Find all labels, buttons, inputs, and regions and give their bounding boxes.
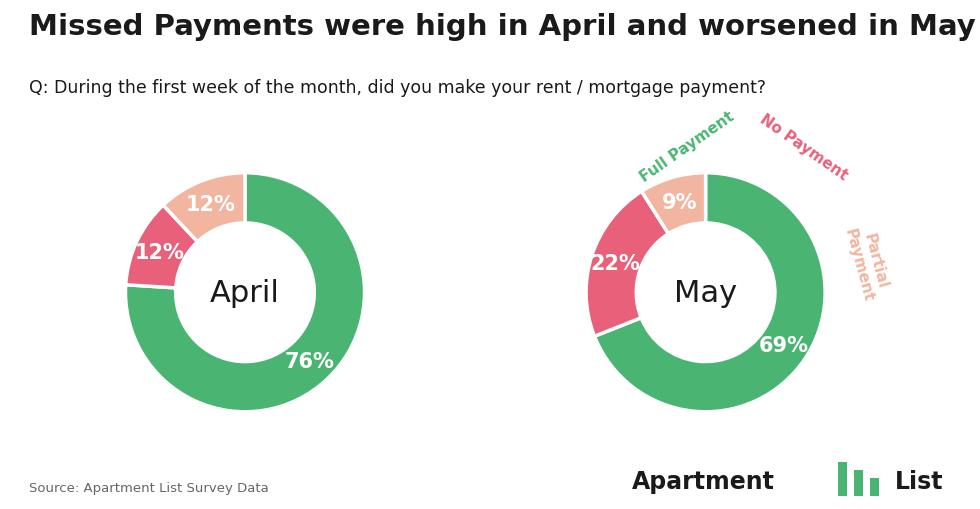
- Wedge shape: [586, 192, 668, 336]
- Bar: [869, 478, 879, 496]
- Text: Q: During the first week of the month, did you make your rent / mortgage payment: Q: During the first week of the month, d…: [29, 79, 766, 97]
- Wedge shape: [125, 206, 198, 288]
- Text: May: May: [674, 278, 737, 307]
- Text: Missed Payments were high in April and worsened in May: Missed Payments were high in April and w…: [29, 13, 976, 41]
- Wedge shape: [642, 174, 706, 234]
- Text: 9%: 9%: [662, 192, 697, 212]
- Wedge shape: [595, 174, 825, 412]
- Wedge shape: [164, 174, 245, 242]
- Text: April: April: [210, 278, 280, 307]
- Wedge shape: [125, 174, 365, 412]
- Bar: [854, 470, 863, 496]
- Text: 69%: 69%: [759, 335, 808, 356]
- Text: Source: Apartment List Survey Data: Source: Apartment List Survey Data: [29, 481, 270, 494]
- Text: Partial
Payment: Partial Payment: [842, 222, 893, 303]
- Text: Full Payment: Full Payment: [638, 109, 738, 185]
- Text: Apartment: Apartment: [632, 469, 775, 493]
- Text: 76%: 76%: [285, 351, 334, 372]
- Text: No Payment: No Payment: [757, 111, 851, 183]
- Text: 22%: 22%: [591, 253, 641, 273]
- Bar: [838, 462, 847, 496]
- Text: 12%: 12%: [134, 243, 184, 263]
- Text: List: List: [895, 469, 943, 493]
- Text: 12%: 12%: [185, 195, 235, 215]
